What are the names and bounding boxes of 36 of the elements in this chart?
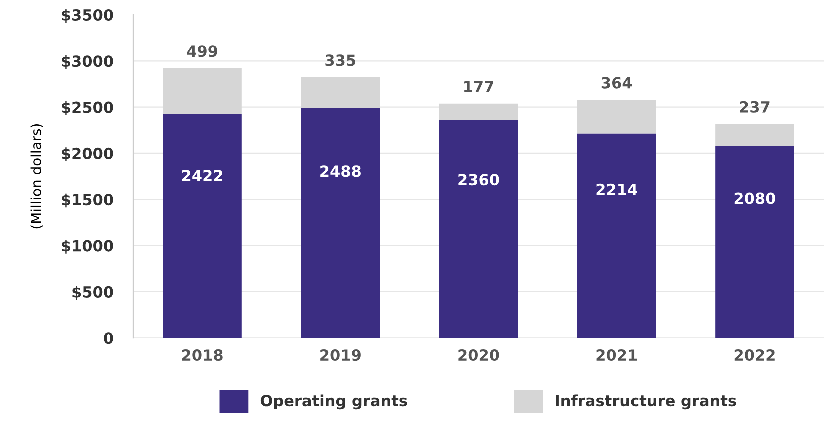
y-axis-title: (Million dollars) xyxy=(30,124,44,229)
data-label: 499 xyxy=(187,46,218,58)
legend-label: Operating grants xyxy=(260,394,408,410)
data-label: 364 xyxy=(602,77,632,89)
y-tick-label: $3500 xyxy=(62,9,114,24)
data-label: 335 xyxy=(326,54,356,66)
y-tick-label: $3000 xyxy=(62,55,114,70)
y-tick-label: $2500 xyxy=(62,102,114,116)
x-tick-label: 2020 xyxy=(458,350,500,362)
x-tick-label: 2021 xyxy=(596,350,638,362)
x-tick-label: 2018 xyxy=(182,350,223,362)
y-tick-label: $1000 xyxy=(62,240,114,254)
x-tick-label: 2019 xyxy=(320,350,361,362)
bar xyxy=(577,134,656,338)
data-label: 237 xyxy=(740,101,770,113)
data-label: 177 xyxy=(464,81,494,92)
x-tick-label: 2022 xyxy=(734,350,775,362)
bar xyxy=(301,77,380,108)
bar xyxy=(439,104,518,120)
data-label: 2360 xyxy=(458,174,500,186)
data-label: 2422 xyxy=(182,170,222,182)
y-tick-label: $500 xyxy=(72,286,114,300)
data-label: 2214 xyxy=(596,184,638,196)
bar xyxy=(439,120,518,338)
bar xyxy=(163,114,242,338)
bar xyxy=(716,124,794,146)
y-tick-label: $2000 xyxy=(62,148,114,162)
bar xyxy=(577,100,656,134)
y-tick-label: 0 xyxy=(104,332,114,344)
bar xyxy=(301,108,380,338)
data-label: 2488 xyxy=(320,166,361,178)
y-tick-label: $1500 xyxy=(62,194,114,208)
bar xyxy=(163,68,242,115)
data-label: 2080 xyxy=(734,192,776,204)
bar xyxy=(716,146,794,338)
legend-label: Infrastructure grants xyxy=(556,394,736,410)
